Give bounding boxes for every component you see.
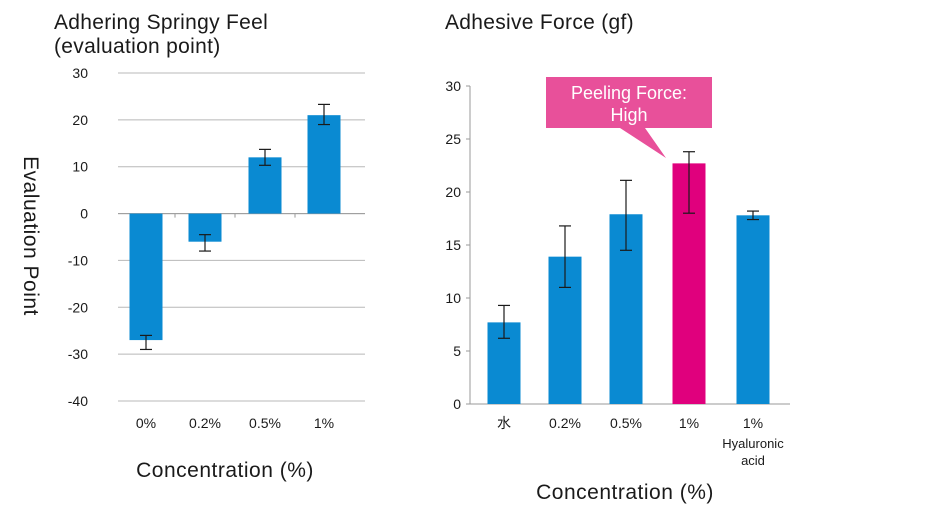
chart2-plot: 30 25 20 15 10 5 0 水 0.2% 0.5% 1% 1% Hyaluronic acid P… [445, 77, 790, 504]
chart1-ytick-label: -20 [68, 299, 88, 315]
chart1-ytick-label: 20 [72, 112, 88, 128]
chart2-ytick-label: 5 [453, 343, 461, 359]
chart2-xtick-label: 水 [497, 415, 511, 431]
chart2-ytick-label: 30 [445, 78, 461, 94]
chart1-xtick-label: 0.2% [189, 415, 221, 431]
chart1-title-line1: Adhering Springy Feel [54, 11, 269, 34]
chart2-bar [736, 215, 770, 404]
chart2-ytick-label: 25 [445, 131, 461, 147]
chart1-title-line2: (evaluation point) [54, 35, 221, 58]
chart1-ytick-label: 10 [72, 159, 88, 175]
chart2-callout-line1: Peeling Force: [571, 83, 687, 103]
chart1-ytick-label: -30 [68, 346, 88, 362]
chart1-plot: 30 20 10 0 -10 -20 -30 -40 0% 0.2% 0.5% 1% Concentra… [19, 65, 365, 482]
chart2-xtick-label: 0.5% [610, 415, 642, 431]
chart1-bar [248, 157, 282, 214]
chart2-ytick-label: 15 [445, 237, 461, 253]
chart1-xtick-label: 1% [314, 415, 334, 431]
chart1-ytick-label: 0 [80, 206, 88, 222]
chart1-xtick-label: 0.5% [249, 415, 281, 431]
chart1-bar [307, 115, 341, 214]
chart2-ytick-label: 20 [445, 184, 461, 200]
chart2-xtick-label: 1% [679, 415, 699, 431]
chart2-ytick-label: 0 [453, 396, 461, 412]
chart2-xtick-label: 0.2% [549, 415, 581, 431]
chart2-xtick-label: 1% [743, 415, 763, 431]
chart1-ytick-label: -10 [68, 252, 88, 268]
chart2-callout-line2: High [610, 105, 647, 125]
chart2-xlabel: Concentration (%) [536, 481, 714, 504]
chart1-ytick-label: -40 [68, 393, 88, 409]
chart1-ytick-label: 30 [72, 65, 88, 81]
chart2-xtick-sublabel: Hyaluronic [722, 436, 784, 451]
chart1-ylabel: Evaluation Point [19, 156, 42, 316]
chart2-xtick-sublabel: acid [741, 453, 765, 468]
chart2-title: Adhesive Force (gf) [445, 11, 634, 34]
chart2-ytick-label: 10 [445, 290, 461, 306]
chart2-callout-box [546, 77, 712, 158]
chart1-bar [129, 213, 163, 341]
chart1-xlabel: Concentration (%) [136, 459, 314, 482]
chart1-xtick-label: 0% [136, 415, 156, 431]
chart1-title: Adhering Springy Feel (evaluation point) [54, 11, 374, 59]
